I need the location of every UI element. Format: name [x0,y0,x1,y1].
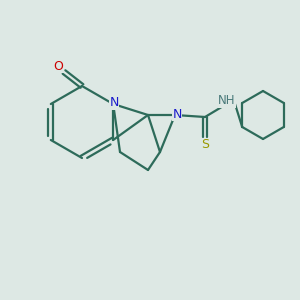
Text: O: O [53,59,63,73]
Text: N: N [110,97,119,110]
Text: N: N [172,107,182,121]
Text: NH: NH [218,94,236,107]
Text: S: S [201,139,209,152]
